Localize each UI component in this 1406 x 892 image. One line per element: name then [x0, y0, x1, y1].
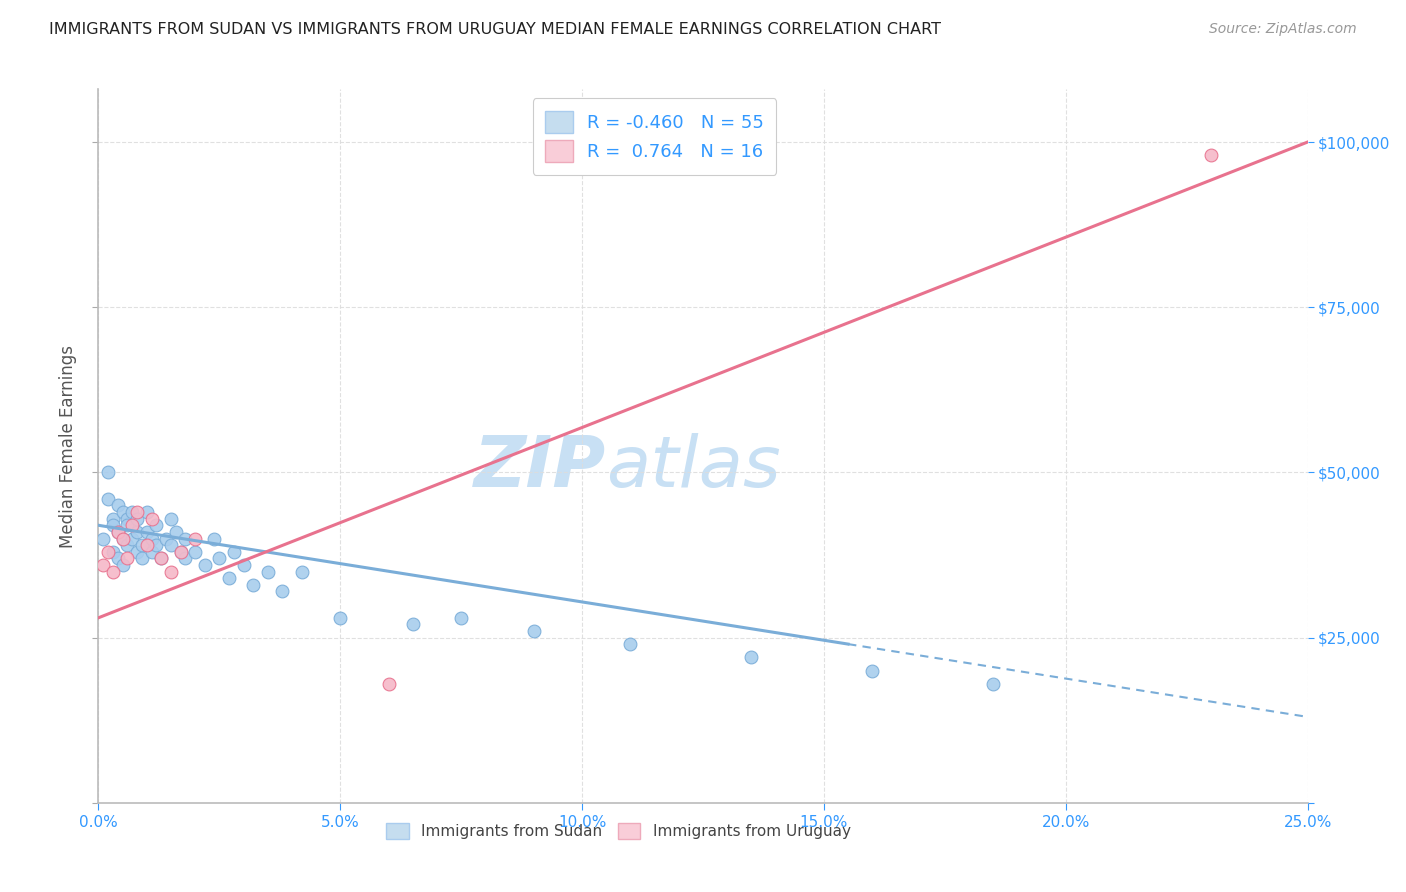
Point	[222, 545, 245, 559]
Point	[101, 518, 124, 533]
Point	[204, 532, 226, 546]
Point	[174, 532, 197, 546]
Point	[135, 524, 157, 539]
Point	[232, 558, 254, 572]
Point	[169, 545, 191, 559]
Point	[619, 637, 641, 651]
Point	[127, 545, 149, 559]
Point	[131, 538, 153, 552]
Point	[121, 518, 143, 533]
Point	[184, 545, 207, 559]
Point	[107, 524, 129, 539]
Point	[165, 524, 187, 539]
Point	[117, 538, 139, 552]
Point	[169, 545, 191, 559]
Point	[218, 571, 240, 585]
Point	[160, 511, 183, 525]
Point	[160, 538, 183, 552]
Point	[135, 505, 157, 519]
Text: atlas: atlas	[606, 433, 780, 502]
Point	[117, 511, 139, 525]
Point	[141, 545, 163, 559]
Point	[184, 532, 207, 546]
Point	[111, 558, 134, 572]
Point	[111, 505, 134, 519]
Point	[145, 538, 167, 552]
Point	[107, 524, 129, 539]
Point	[160, 565, 183, 579]
Point	[981, 677, 1004, 691]
Point	[860, 664, 883, 678]
Point	[155, 532, 177, 546]
Point	[329, 611, 352, 625]
Text: Source: ZipAtlas.com: Source: ZipAtlas.com	[1209, 22, 1357, 37]
Point	[1199, 148, 1222, 162]
Point	[523, 624, 546, 638]
Point	[141, 511, 163, 525]
Point	[150, 551, 173, 566]
Point	[141, 532, 163, 546]
Point	[91, 532, 114, 546]
Point	[107, 499, 129, 513]
Point	[271, 584, 294, 599]
Point	[97, 491, 120, 506]
Point	[117, 518, 139, 533]
Point	[97, 466, 120, 480]
Legend: Immigrants from Sudan, Immigrants from Uruguay: Immigrants from Sudan, Immigrants from U…	[380, 817, 856, 845]
Point	[135, 538, 157, 552]
Point	[91, 558, 114, 572]
Point	[145, 518, 167, 533]
Point	[127, 524, 149, 539]
Point	[377, 677, 399, 691]
Text: ZIP: ZIP	[474, 433, 606, 502]
Point	[111, 532, 134, 546]
Point	[402, 617, 425, 632]
Point	[256, 565, 278, 579]
Point	[111, 532, 134, 546]
Point	[121, 505, 143, 519]
Point	[740, 650, 762, 665]
Point	[131, 551, 153, 566]
Point	[127, 505, 149, 519]
Point	[174, 551, 197, 566]
Point	[450, 611, 472, 625]
Point	[101, 565, 124, 579]
Point	[101, 511, 124, 525]
Point	[101, 545, 124, 559]
Point	[290, 565, 312, 579]
Y-axis label: Median Female Earnings: Median Female Earnings	[59, 344, 77, 548]
Text: IMMIGRANTS FROM SUDAN VS IMMIGRANTS FROM URUGUAY MEDIAN FEMALE EARNINGS CORRELAT: IMMIGRANTS FROM SUDAN VS IMMIGRANTS FROM…	[49, 22, 941, 37]
Point	[208, 551, 231, 566]
Point	[242, 578, 264, 592]
Point	[121, 532, 143, 546]
Point	[107, 551, 129, 566]
Point	[97, 545, 120, 559]
Point	[194, 558, 217, 572]
Point	[127, 511, 149, 525]
Point	[150, 551, 173, 566]
Point	[117, 551, 139, 566]
